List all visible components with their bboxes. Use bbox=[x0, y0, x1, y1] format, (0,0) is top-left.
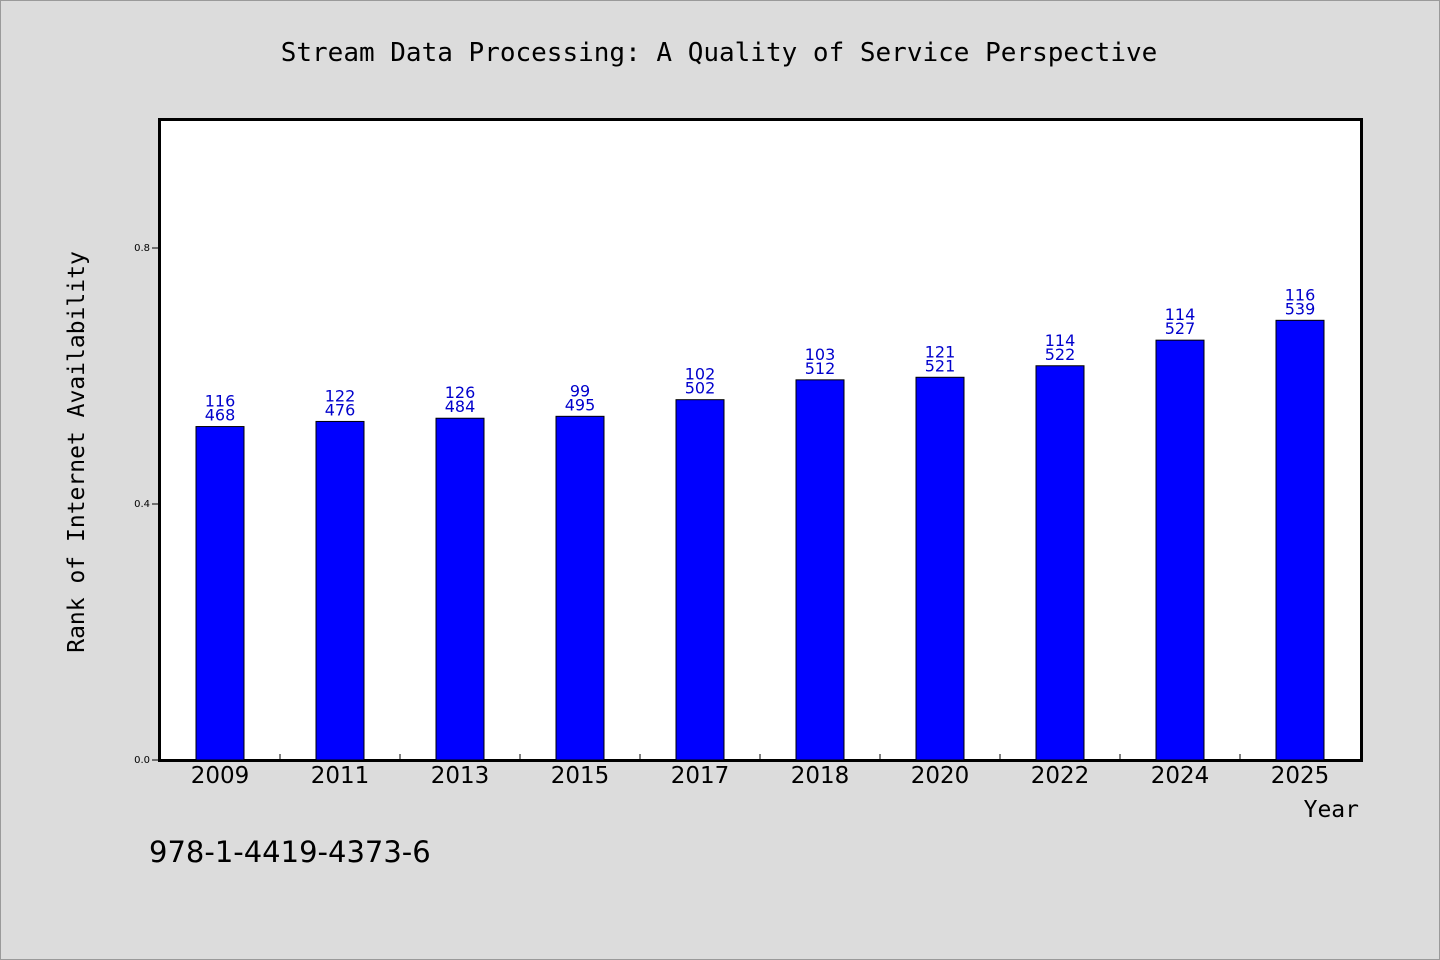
x-tick-label-2020: 2020 bbox=[911, 763, 970, 789]
bar-2024 bbox=[1155, 339, 1205, 761]
x-tick-label-2024: 2024 bbox=[1151, 763, 1210, 789]
bar-label-top-2022: 114 bbox=[1045, 331, 1076, 350]
x-tick-label-2015: 2015 bbox=[551, 763, 610, 789]
bar-label-group: 1164681224761264849949510250210351212152… bbox=[205, 285, 1316, 424]
bar-label-top-2017: 102 bbox=[685, 365, 716, 384]
bar-2017 bbox=[675, 399, 725, 761]
y-axis-label: Rank of Internet Availability bbox=[64, 251, 90, 653]
bar-label-bottom-2015: 495 bbox=[565, 395, 596, 414]
bar-2013 bbox=[435, 417, 485, 761]
bar-label-top-2015: 99 bbox=[570, 381, 590, 400]
bar-label-bottom-2009: 468 bbox=[205, 406, 236, 425]
bar-label-bottom-2011: 476 bbox=[325, 400, 356, 419]
y-tick-label-0.0: 0.0 bbox=[134, 755, 150, 766]
bar-label-bottom-2017: 502 bbox=[685, 379, 716, 398]
bar-label-top-2018: 103 bbox=[805, 345, 836, 364]
x-tick-label-2011: 2011 bbox=[311, 763, 370, 789]
x-tick-label-2022: 2022 bbox=[1031, 763, 1090, 789]
bar-label-top-2013: 126 bbox=[445, 383, 476, 402]
bar-2009 bbox=[195, 426, 245, 761]
bar-label-top-2025: 116 bbox=[1285, 285, 1316, 304]
bar-label-top-2011: 122 bbox=[325, 386, 356, 405]
x-tick-label-2025: 2025 bbox=[1271, 763, 1330, 789]
chart-title: Stream Data Processing: A Quality of Ser… bbox=[281, 38, 1158, 68]
bar-2011 bbox=[315, 420, 365, 761]
x-axis-label: Year bbox=[1304, 797, 1359, 823]
x-tick-label-2009: 2009 bbox=[191, 763, 250, 789]
bar-label-bottom-2020: 521 bbox=[925, 356, 956, 375]
bar-label-bottom-2018: 512 bbox=[805, 359, 836, 378]
y-tick-label-0.4: 0.4 bbox=[134, 499, 150, 510]
bar-2022 bbox=[1035, 365, 1085, 761]
bar-label-bottom-2022: 522 bbox=[1045, 345, 1076, 364]
bar-label-bottom-2013: 484 bbox=[445, 397, 476, 416]
bar-2015 bbox=[555, 415, 605, 761]
x-axis: 2009 2011 2013 2015 2017 2018 2020 2022 2024 2025 bbox=[191, 754, 1330, 789]
bar-2020 bbox=[915, 376, 965, 761]
bar-2018 bbox=[795, 379, 845, 761]
bar-label-top-2020: 121 bbox=[925, 342, 956, 361]
x-tick-label-2017: 2017 bbox=[671, 763, 730, 789]
y-axis: 0.0 0.4 0.8 bbox=[134, 243, 160, 766]
bar-label-top-2009: 116 bbox=[205, 392, 236, 411]
bar-label-bottom-2024: 527 bbox=[1165, 319, 1196, 338]
bar-2025 bbox=[1275, 319, 1325, 761]
bar-label-bottom-2025: 539 bbox=[1285, 299, 1316, 318]
x-tick-label-2013: 2013 bbox=[431, 763, 490, 789]
bar-group bbox=[195, 319, 1325, 761]
y-tick-label-0.8: 0.8 bbox=[134, 243, 150, 254]
isbn-text: 978-1-4419-4373-6 bbox=[149, 835, 431, 869]
bar-label-top-2024: 114 bbox=[1165, 305, 1196, 324]
x-tick-label-2018: 2018 bbox=[791, 763, 850, 789]
